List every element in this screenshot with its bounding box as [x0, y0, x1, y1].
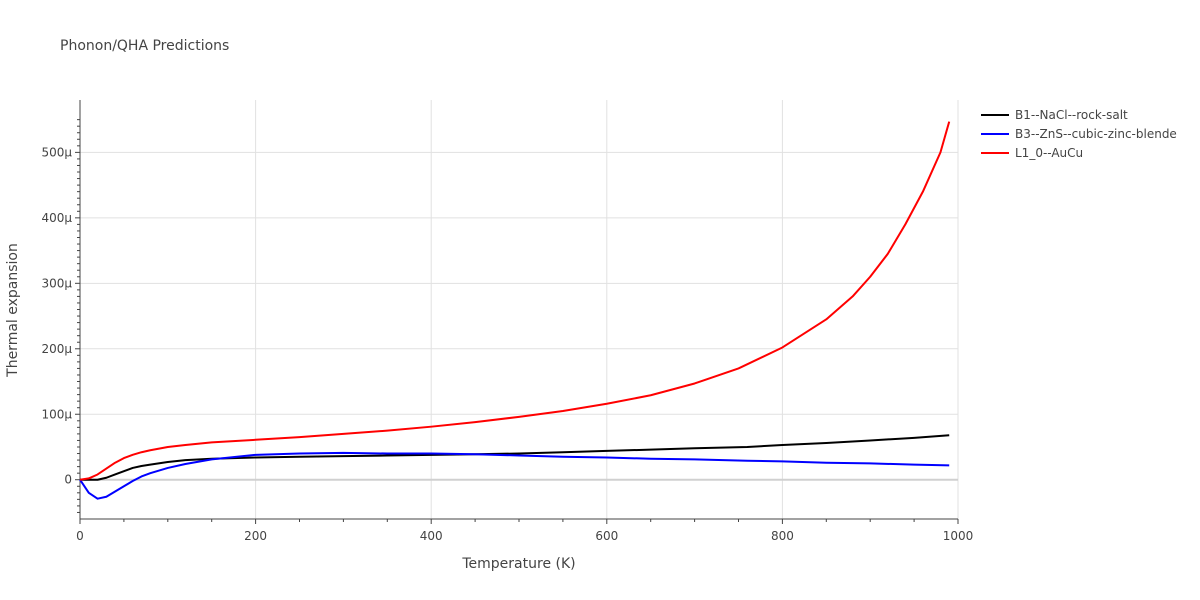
y-tick-label: 300µ — [41, 276, 72, 290]
y-tick-label: 500µ — [41, 145, 72, 159]
legend[interactable]: B1--NaCl--rock-salt B3--ZnS--cubic-zinc-b… — [981, 108, 1177, 160]
grid — [80, 100, 959, 519]
x-tick-label: 200 — [244, 529, 267, 543]
y-tick-label: 200µ — [41, 342, 72, 356]
x-tick-label: 400 — [420, 529, 443, 543]
x-axis-title: Temperature (K) — [461, 556, 575, 572]
x-tick-label: 800 — [771, 529, 794, 543]
legend-item[interactable]: B1--NaCl--rock-salt — [981, 108, 1128, 122]
series-line-2 — [79, 121, 951, 481]
chart-title: Phonon/QHA Predictions — [60, 38, 229, 54]
legend-item[interactable]: L1_0--AuCu — [981, 146, 1083, 160]
x-tick-label: 1000 — [943, 529, 974, 543]
series-group — [79, 121, 951, 500]
axes: 0 200 400 600 800 1000 0 100µ 200µ 300µ 400µ 500µ — [41, 100, 973, 543]
y-tick-label: 100µ — [41, 407, 72, 421]
legend-label: L1_0--AuCu — [1015, 146, 1083, 160]
series-line-1 — [79, 451, 950, 500]
x-tick-label: 0 — [76, 529, 84, 543]
y-tick-label: 400µ — [41, 211, 72, 225]
y-axis-title: Thermal expansion — [5, 243, 21, 378]
y-tick-label: 0 — [64, 473, 72, 487]
legend-label: B1--NaCl--rock-salt — [1015, 108, 1128, 122]
series-line-0 — [80, 434, 950, 481]
legend-label: B3--ZnS--cubic-zinc-blende — [1015, 127, 1177, 141]
x-tick-label: 600 — [595, 529, 618, 543]
legend-item[interactable]: B3--ZnS--cubic-zinc-blende — [981, 127, 1177, 141]
